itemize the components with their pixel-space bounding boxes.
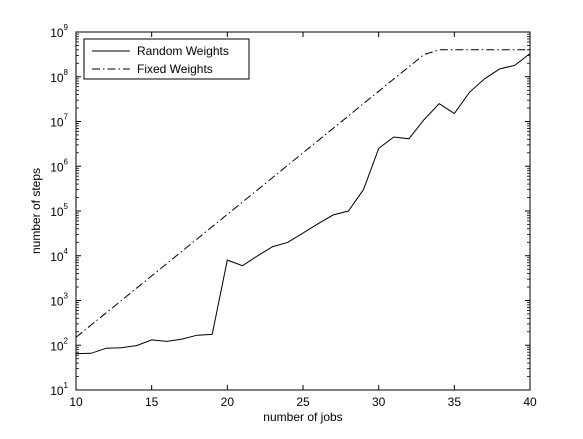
x-tick-label: 35 [448, 395, 462, 409]
series-line-random-weights [75, 53, 531, 355]
x-tick-label: 15 [145, 395, 159, 409]
y-tick-label: 102 [50, 336, 68, 353]
y-tick-label: 108 [50, 68, 68, 85]
y-tick-label: 105 [50, 202, 68, 219]
plot-area [75, 31, 531, 391]
x-tick-label: 20 [221, 395, 235, 409]
y-tick-label: 106 [50, 157, 68, 174]
y-tick-label: 107 [50, 113, 68, 130]
legend-box [83, 38, 250, 80]
y-tick-label: 101 [50, 381, 68, 398]
y-tick-label: 109 [50, 23, 68, 40]
series-layer [75, 49, 531, 355]
x-axis-label: number of jobs [263, 410, 342, 424]
series-line-fixed-weights [75, 49, 530, 338]
y-axis-label: number of steps [29, 168, 43, 254]
x-tick-label: 30 [372, 395, 386, 409]
x-tick-label: 25 [296, 395, 310, 409]
x-tick-label: 40 [523, 395, 537, 409]
legend: Random Weights Fixed Weights [83, 38, 250, 80]
x-tick-label: 10 [69, 395, 83, 409]
axis-ticks: 10 15 20 25 30 35 40 101 102 103 104 105 106 107 108 10… [50, 23, 537, 409]
y-tick-label: 104 [50, 247, 68, 264]
legend-label-random-weights: Random Weights [137, 44, 229, 58]
legend-label-fixed-weights: Fixed Weights [137, 62, 213, 76]
y-tick-label: 103 [50, 292, 68, 309]
